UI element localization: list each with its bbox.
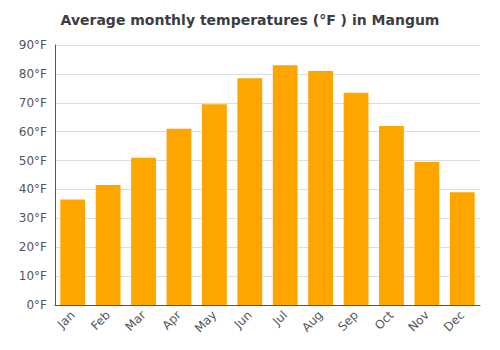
svg-text:Dec: Dec (441, 308, 467, 334)
svg-text:Jun: Jun (231, 308, 255, 332)
svg-text:60°F: 60°F (19, 125, 47, 139)
svg-text:20°F: 20°F (19, 240, 47, 254)
svg-text:Mar: Mar (123, 308, 149, 334)
svg-text:90°F: 90°F (19, 38, 47, 52)
svg-text:Aug: Aug (299, 308, 325, 334)
svg-text:Feb: Feb (88, 308, 113, 333)
svg-text:May: May (192, 308, 219, 335)
svg-text:50°F: 50°F (19, 154, 47, 168)
svg-text:Average monthly temperatures (: Average monthly temperatures (°F ) in Ma… (61, 12, 440, 28)
svg-text:70°F: 70°F (19, 96, 47, 110)
svg-text:40°F: 40°F (19, 182, 47, 196)
svg-text:Nov: Nov (405, 308, 431, 334)
svg-text:Apr: Apr (159, 308, 184, 333)
svg-text:Oct: Oct (372, 308, 397, 333)
svg-text:80°F: 80°F (19, 67, 47, 81)
svg-text:10°F: 10°F (19, 269, 47, 283)
svg-text:0°F: 0°F (26, 298, 47, 312)
svg-text:30°F: 30°F (19, 211, 47, 225)
svg-text:Jan: Jan (54, 308, 78, 332)
svg-text:Jul: Jul (269, 308, 290, 329)
svg-text:Sep: Sep (335, 308, 361, 334)
